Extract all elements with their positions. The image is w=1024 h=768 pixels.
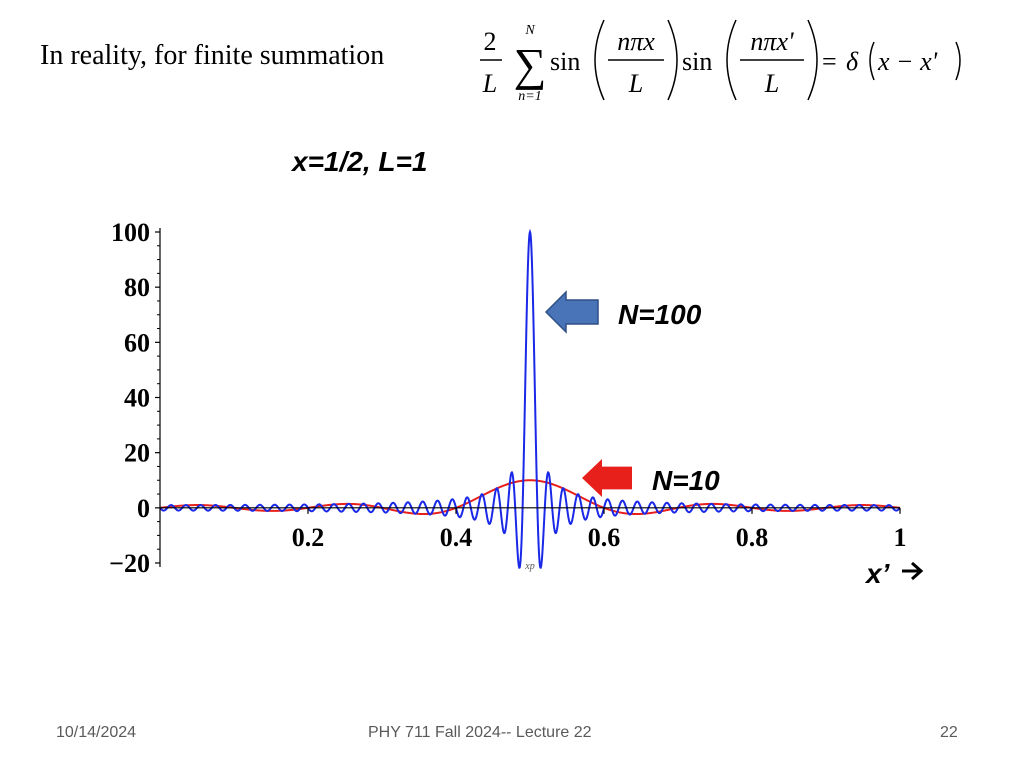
x-tick-label: 0.6 — [588, 523, 621, 552]
formula-frac1-num: nπx — [617, 27, 655, 56]
formula-coef-num: 2 — [484, 27, 497, 56]
y-tick-label: 20 — [124, 439, 150, 468]
y-tick-label: 60 — [124, 328, 150, 357]
formula-rhs-arg: x − x' — [877, 47, 938, 76]
formula-equals: = — [822, 47, 837, 76]
formula-coef-den: L — [482, 69, 497, 98]
x-tick-label: 0.4 — [440, 523, 473, 552]
x-tick-label: 0.8 — [736, 523, 769, 552]
formula-sum-lower: n=1 — [518, 89, 541, 104]
formula-paren-close-3 — [955, 41, 961, 81]
y-tick-label: 80 — [124, 273, 150, 302]
y-tick-label: 40 — [124, 384, 150, 413]
formula-paren-close-1 — [667, 19, 678, 101]
x-axis-label: x’ — [864, 558, 891, 589]
annotation-arrow-n-10 — [582, 459, 632, 497]
x-tick-label: 0.2 — [292, 523, 325, 552]
annotation-arrow-n-100 — [544, 290, 599, 334]
x-tick-label: 1 — [894, 523, 907, 552]
formula-frac1-den: L — [628, 69, 643, 98]
formula-paren-open-2 — [726, 19, 737, 101]
y-tick-label: 0 — [137, 494, 150, 523]
formula-delta: δ — [846, 47, 859, 76]
intro-text: In reality, for finite summation — [40, 40, 385, 71]
annotation-label-n-100: N=100 — [618, 299, 702, 330]
series-line-n-100 — [159, 228, 901, 570]
formula-sin-1: sin — [550, 47, 580, 76]
x-axis-small-label: xp — [524, 561, 534, 572]
x-axis-arrow-icon — [902, 561, 924, 581]
formula-paren-open-1 — [594, 19, 605, 101]
formula-paren-close-2 — [807, 19, 818, 101]
y-tick-label: 100 — [111, 218, 150, 247]
formula-sin-2: sin — [682, 47, 712, 76]
annotation-label-n-10: N=10 — [652, 465, 720, 496]
formula-sum-sigma: ∑ — [514, 39, 547, 90]
footer-date: 10/14/2024 — [56, 724, 137, 741]
formula-sum-upper: N — [524, 23, 535, 38]
formula-paren-open-3 — [869, 41, 875, 81]
footer-course: PHY 711 Fall 2024-- Lecture 22 — [368, 724, 592, 741]
delta-sum-formula: 2 L N ∑ n=1 sin nπx L sin nπx' L = δ x −… — [480, 19, 961, 104]
formula-frac2-num: nπx' — [750, 27, 794, 56]
footer-page-number: 22 — [940, 724, 958, 741]
y-tick-label: −20 — [109, 549, 150, 578]
formula-frac2-den: L — [764, 69, 779, 98]
plot-title: x=1/2, L=1 — [292, 146, 428, 177]
